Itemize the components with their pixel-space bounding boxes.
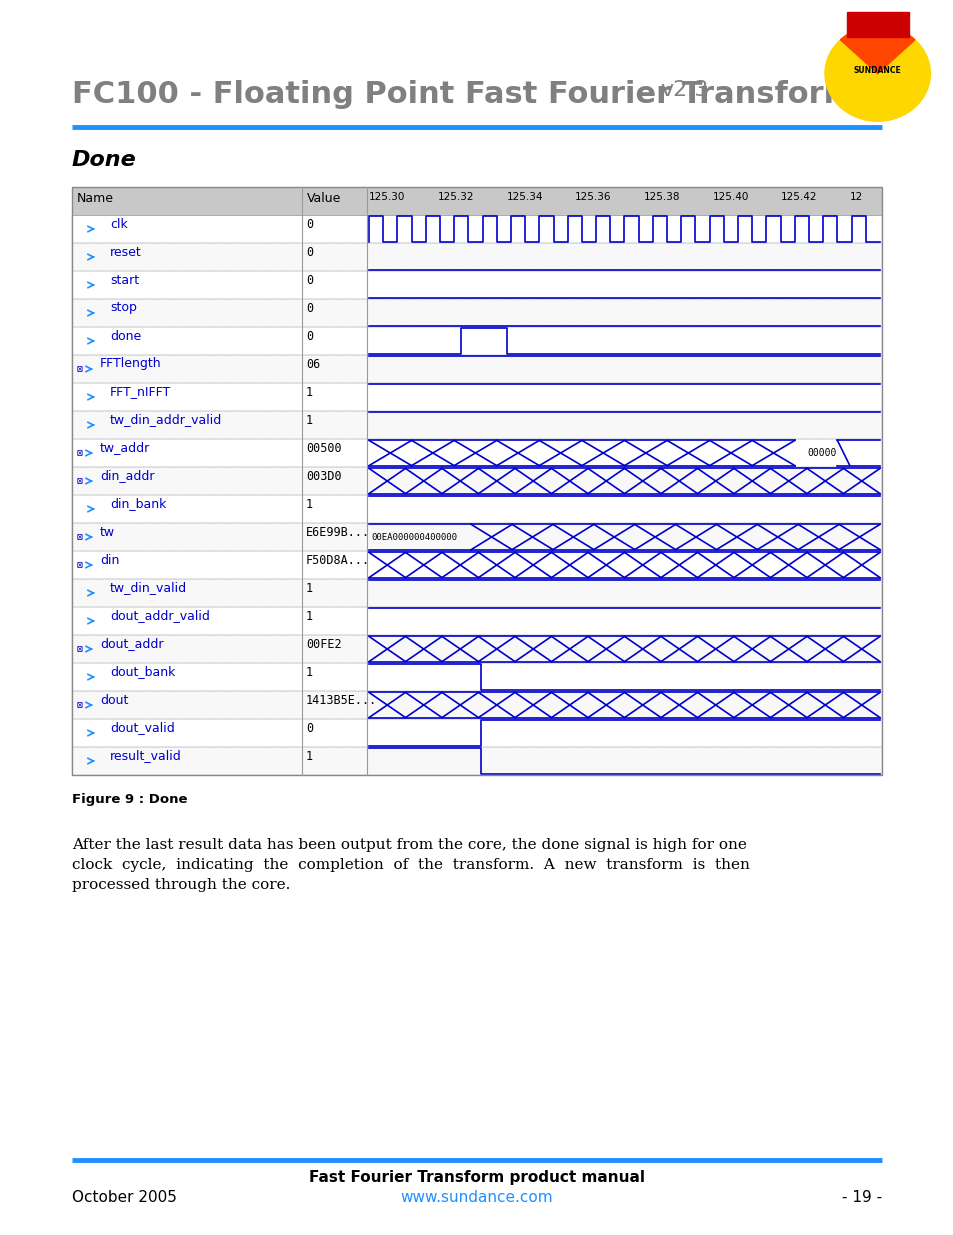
Text: 125.42: 125.42: [781, 191, 817, 203]
Text: dout: dout: [100, 694, 129, 706]
Text: 125.32: 125.32: [437, 191, 474, 203]
Text: 1: 1: [306, 498, 313, 510]
Text: 1413B5E...: 1413B5E...: [306, 694, 376, 706]
Text: 0: 0: [306, 330, 313, 342]
Text: tw: tw: [100, 526, 115, 538]
Text: 00000: 00000: [807, 448, 836, 458]
Text: ⊠: ⊠: [77, 364, 83, 374]
Text: Done: Done: [71, 149, 136, 170]
FancyBboxPatch shape: [71, 719, 882, 747]
Text: 0: 0: [306, 217, 313, 231]
Text: - 19 -: - 19 -: [841, 1191, 882, 1205]
Text: FFT_nIFFT: FFT_nIFFT: [110, 385, 172, 399]
FancyBboxPatch shape: [71, 692, 882, 719]
Text: clock  cycle,  indicating  the  completion  of  the  transform.  A  new  transfo: clock cycle, indicating the completion o…: [71, 858, 749, 872]
Text: FFTlength: FFTlength: [100, 357, 161, 370]
Text: ⊠: ⊠: [77, 700, 83, 710]
Text: 06: 06: [306, 357, 320, 370]
Text: tw_addr: tw_addr: [100, 441, 150, 454]
Text: 125.30: 125.30: [369, 191, 405, 203]
Text: reset: reset: [110, 246, 142, 258]
Text: 0: 0: [306, 273, 313, 287]
FancyBboxPatch shape: [845, 12, 907, 37]
FancyBboxPatch shape: [71, 663, 882, 692]
Text: dout_valid: dout_valid: [110, 721, 174, 735]
Text: 12: 12: [849, 191, 862, 203]
FancyBboxPatch shape: [71, 606, 882, 635]
Text: start: start: [110, 273, 139, 287]
FancyBboxPatch shape: [71, 495, 882, 522]
FancyBboxPatch shape: [71, 215, 882, 243]
Text: 00EA000000400000: 00EA000000400000: [371, 532, 456, 541]
Text: tw_din_addr_valid: tw_din_addr_valid: [110, 414, 222, 426]
Text: dout_addr: dout_addr: [100, 637, 163, 651]
FancyBboxPatch shape: [71, 635, 882, 663]
FancyBboxPatch shape: [71, 551, 882, 579]
Text: ⊠: ⊠: [77, 532, 83, 542]
Text: ⊠: ⊠: [77, 448, 83, 458]
Text: 1: 1: [306, 610, 313, 622]
FancyBboxPatch shape: [71, 270, 882, 299]
FancyBboxPatch shape: [71, 186, 882, 215]
FancyBboxPatch shape: [71, 438, 882, 467]
Text: 003D0: 003D0: [306, 469, 341, 483]
Text: v2.3: v2.3: [659, 80, 708, 100]
Text: www.sundance.com: www.sundance.com: [400, 1191, 553, 1205]
Text: Value: Value: [307, 191, 341, 205]
Text: Fast Fourier Transform product manual: Fast Fourier Transform product manual: [309, 1170, 644, 1186]
Text: 125.36: 125.36: [575, 191, 611, 203]
Text: 00500: 00500: [306, 441, 341, 454]
Wedge shape: [840, 26, 914, 74]
Text: tw_din_valid: tw_din_valid: [110, 582, 187, 594]
Text: 125.40: 125.40: [712, 191, 748, 203]
Text: stop: stop: [110, 301, 136, 315]
FancyBboxPatch shape: [71, 327, 882, 354]
FancyBboxPatch shape: [71, 411, 882, 438]
Text: 0: 0: [306, 721, 313, 735]
Text: dout_addr_valid: dout_addr_valid: [110, 610, 210, 622]
Text: 1: 1: [306, 666, 313, 678]
Text: done: done: [110, 330, 141, 342]
Text: 125.34: 125.34: [506, 191, 542, 203]
FancyBboxPatch shape: [71, 299, 882, 327]
Text: F50D8A...: F50D8A...: [306, 553, 370, 567]
Text: Name: Name: [77, 191, 113, 205]
Text: processed through the core.: processed through the core.: [71, 878, 290, 892]
Text: din_bank: din_bank: [110, 498, 166, 510]
Text: 1: 1: [306, 582, 313, 594]
Text: ⊠: ⊠: [77, 643, 83, 655]
Text: Figure 9 : Done: Figure 9 : Done: [71, 793, 188, 806]
Text: 1: 1: [306, 414, 313, 426]
Text: din_addr: din_addr: [100, 469, 154, 483]
Text: After the last result data has been output from the core, the done signal is hig: After the last result data has been outp…: [71, 839, 746, 852]
Text: ⊠: ⊠: [77, 475, 83, 487]
FancyBboxPatch shape: [71, 383, 882, 411]
FancyBboxPatch shape: [71, 522, 882, 551]
Text: clk: clk: [110, 217, 128, 231]
FancyBboxPatch shape: [71, 747, 882, 776]
Text: 1: 1: [306, 750, 313, 762]
FancyBboxPatch shape: [71, 467, 882, 495]
Text: ⊠: ⊠: [77, 559, 83, 571]
Text: result_valid: result_valid: [110, 750, 182, 762]
FancyBboxPatch shape: [71, 243, 882, 270]
Text: 0: 0: [306, 246, 313, 258]
FancyBboxPatch shape: [71, 354, 882, 383]
FancyBboxPatch shape: [71, 579, 882, 606]
Text: 125.38: 125.38: [643, 191, 679, 203]
Text: SUNDANCE: SUNDANCE: [853, 67, 901, 75]
Text: FC100 - Floating Point Fast Fourier Transform: FC100 - Floating Point Fast Fourier Tran…: [71, 80, 855, 109]
Text: 1: 1: [306, 385, 313, 399]
Text: 0: 0: [306, 301, 313, 315]
Text: October 2005: October 2005: [71, 1191, 176, 1205]
Text: din: din: [100, 553, 119, 567]
Text: E6E99B...: E6E99B...: [306, 526, 370, 538]
Text: dout_bank: dout_bank: [110, 666, 175, 678]
Circle shape: [824, 26, 929, 121]
Text: 00FE2: 00FE2: [306, 637, 341, 651]
